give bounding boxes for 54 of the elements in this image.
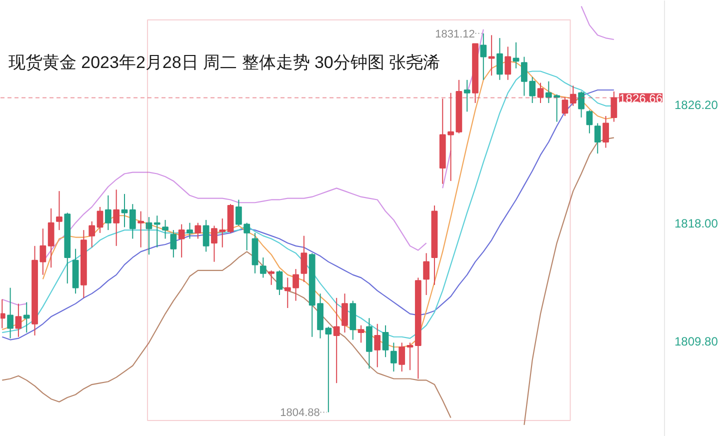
text: 现货黄金 2023年2月28日 周二 整体走势 30分钟图 张尧浠 — [8, 53, 440, 72]
candlestick — [268, 270, 275, 286]
candlestick — [602, 115, 609, 148]
ref-line-label: 1826.66 — [619, 91, 663, 106]
candlestick — [594, 122, 601, 154]
candlestick — [7, 287, 14, 339]
y-tick-label: 1826.20 — [674, 98, 718, 112]
candlestick — [178, 224, 185, 258]
candlestick — [186, 222, 193, 240]
candlestick — [48, 208, 54, 268]
candlestick — [342, 293, 348, 334]
candlestick — [496, 38, 503, 80]
candlestick — [529, 76, 536, 104]
candlestick — [260, 256, 266, 278]
candlestick — [382, 324, 389, 358]
candlestick — [113, 189, 120, 246]
candlestick — [194, 222, 202, 240]
candlestick — [610, 90, 618, 122]
candlestick — [138, 210, 144, 248]
candlestick — [464, 79, 470, 112]
candlestick — [398, 342, 406, 372]
candlestick — [300, 235, 308, 283]
candlestick — [146, 216, 152, 256]
candlestick — [23, 302, 30, 334]
candlestick — [480, 32, 487, 80]
candlestick — [56, 190, 62, 231]
candlestick — [586, 110, 593, 134]
y-tick-label: 1809.80 — [674, 334, 718, 349]
candlestick — [358, 324, 364, 344]
candlestick — [537, 82, 544, 104]
candlestick — [390, 342, 397, 372]
candlestick — [154, 215, 160, 248]
candlestick — [406, 342, 414, 371]
candlestick — [512, 42, 520, 69]
candlestick — [504, 46, 512, 80]
candlestick — [202, 219, 210, 252]
candlestick — [333, 297, 340, 384]
candlestick — [578, 90, 584, 118]
annotation: 1804.88 — [280, 407, 320, 420]
candlestick — [276, 270, 283, 296]
annotation: 1831.12 — [435, 28, 475, 40]
candlestick — [562, 96, 568, 116]
candlestick — [423, 252, 430, 296]
candlestick — [129, 204, 136, 240]
candlestick — [570, 85, 576, 106]
candlestick — [162, 219, 168, 240]
candlestick — [88, 220, 96, 248]
candlestick — [170, 230, 177, 258]
candlestick — [96, 206, 104, 234]
candlestick — [521, 56, 528, 96]
candlestick — [15, 303, 22, 338]
y-tick-label: 1818.00 — [674, 216, 718, 230]
candlestick — [104, 194, 112, 231]
candlestick — [374, 323, 381, 368]
